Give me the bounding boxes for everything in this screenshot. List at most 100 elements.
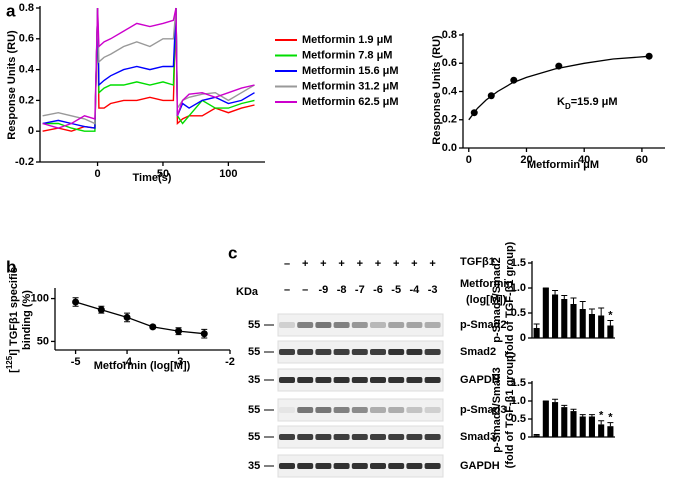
blot-band xyxy=(351,463,368,469)
blot-band xyxy=(406,322,423,328)
treatment-sign: + xyxy=(357,258,363,270)
dose-label: -9 xyxy=(319,284,329,296)
x-axis-label: Metformin μM xyxy=(527,159,599,171)
x-axis-label: Time(s) xyxy=(133,172,172,184)
blot-band xyxy=(406,434,423,440)
sensorgram-line xyxy=(42,7,255,129)
protein-label: GAPDH xyxy=(460,374,500,386)
dose-label: -6 xyxy=(373,284,383,296)
blot-band xyxy=(370,322,386,328)
y-tick-label: 0.8 xyxy=(19,2,34,14)
x-tick-label: 40 xyxy=(578,154,590,166)
x-tick-label: -3 xyxy=(174,356,184,368)
blot-band xyxy=(315,349,332,355)
x-axis-label: Metformin (log[M]) xyxy=(94,360,191,372)
blot-band xyxy=(370,434,386,440)
bar xyxy=(552,402,559,437)
protein-label: p-Smad3 xyxy=(460,404,506,416)
blot-strip xyxy=(277,398,444,422)
blot-band xyxy=(279,377,295,383)
blot-band xyxy=(351,434,368,440)
dose-label: -3 xyxy=(428,284,438,296)
blot-band xyxy=(297,349,314,355)
y-axis-label: binding (%) xyxy=(21,290,33,350)
dose-label: -5 xyxy=(391,284,401,296)
point xyxy=(123,313,131,321)
error-bar xyxy=(598,420,605,425)
error-bar xyxy=(607,320,614,326)
blot-band xyxy=(279,322,295,328)
panel-letter: b xyxy=(6,257,16,276)
blot-band xyxy=(297,463,314,469)
blot-band xyxy=(388,377,405,383)
error-bar xyxy=(579,414,586,417)
significance-marker: * xyxy=(599,410,604,422)
error-bar xyxy=(552,398,559,403)
error-bar xyxy=(552,290,559,295)
blot-band xyxy=(424,434,441,440)
bar xyxy=(570,304,577,338)
y-tick-label: 1.5 xyxy=(511,257,526,269)
sensorgram-line xyxy=(42,7,255,125)
blot-band xyxy=(333,377,350,383)
y-tick-label: 0.6 xyxy=(442,57,457,69)
x-tick-label: -5 xyxy=(71,356,81,368)
bar xyxy=(607,426,614,437)
blot-band xyxy=(315,434,332,440)
error-bar xyxy=(607,422,614,427)
blot-band xyxy=(351,322,368,328)
y-tick-label: 0 xyxy=(520,431,526,443)
dose-label: -4 xyxy=(410,284,421,296)
legend-label: Metformin 31.2 μM xyxy=(302,80,399,92)
curve xyxy=(75,301,205,335)
y-tick-label: 0.2 xyxy=(19,94,34,106)
bar xyxy=(561,407,568,437)
blot-band xyxy=(297,322,314,328)
bar xyxy=(598,424,605,437)
dose-label: -7 xyxy=(355,284,365,296)
blot-band xyxy=(279,463,295,469)
x-tick-label: -4 xyxy=(122,356,133,368)
blot-band xyxy=(424,407,441,413)
blot-band xyxy=(333,349,350,355)
y-axis-label: p-Smad3/Smad3 xyxy=(491,367,503,453)
point xyxy=(470,109,478,117)
protein-label: Smad2 xyxy=(460,346,496,358)
error-bar xyxy=(561,295,568,299)
y-axis-label-part: [ xyxy=(8,369,20,373)
kda-label: 35 xyxy=(248,460,260,472)
error-bar xyxy=(561,404,568,408)
point xyxy=(200,330,208,338)
y-axis-label: [125I] TGFβ1 specific xyxy=(5,267,20,373)
blot-strip xyxy=(277,313,444,337)
fit-curve xyxy=(468,55,651,121)
x-tick-label: 60 xyxy=(636,154,648,166)
y-tick-label: 1.5 xyxy=(511,377,526,389)
y-axis-label: p-Smad2/Smad2 xyxy=(491,257,503,343)
bar xyxy=(607,325,614,338)
legend-label: Metformin 7.8 μM xyxy=(302,49,392,61)
treatment-sign: – xyxy=(284,258,290,270)
point xyxy=(72,298,80,306)
dose-label: – xyxy=(284,284,290,296)
sensorgram-line xyxy=(42,7,255,132)
y-axis-label-part: 125 xyxy=(5,355,14,369)
y-axis-label: (fold of TGF-β1 group) xyxy=(504,241,516,358)
significance-marker: * xyxy=(608,309,613,321)
x-tick-label: -2 xyxy=(225,356,235,368)
blot-band xyxy=(388,407,405,413)
treatment-label: TGFβ1 xyxy=(460,256,495,268)
bar xyxy=(533,435,540,437)
y-axis-label-part: I] TGFβ1 specific xyxy=(8,267,20,356)
blot-band xyxy=(333,322,350,328)
dose-label: – xyxy=(302,284,308,296)
blot-band xyxy=(424,463,441,469)
protein-label: GAPDH xyxy=(460,460,500,472)
blot-band xyxy=(279,407,295,413)
x-tick-label: 100 xyxy=(219,168,237,180)
y-tick-label: -0.2 xyxy=(15,156,34,168)
kda-label: 55 xyxy=(248,346,260,358)
blot-band xyxy=(333,407,350,413)
blot-band xyxy=(297,407,314,413)
annotation-part: =15.9 μM xyxy=(571,96,618,108)
